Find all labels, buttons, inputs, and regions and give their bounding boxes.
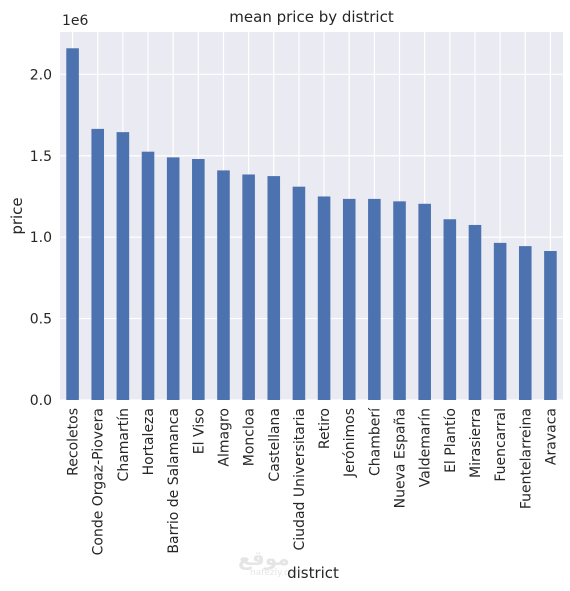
x-tick-label: Retiro bbox=[317, 408, 333, 449]
x-axis-label: district bbox=[287, 564, 339, 582]
x-tick-label: Aravaca bbox=[543, 408, 559, 465]
x-tick-label: Valdemarín bbox=[418, 408, 434, 487]
x-tick-labels: Recoletos Conde Orgaz-Piovera Chamartín Hor… bbox=[66, 407, 560, 555]
bar bbox=[267, 176, 281, 400]
chart-title: mean price by district bbox=[229, 8, 394, 26]
bar bbox=[468, 224, 482, 400]
bar bbox=[418, 203, 431, 400]
x-tick-label: Recoletos bbox=[66, 408, 82, 476]
x-tick-label: Conde Orgaz-Piovera bbox=[91, 408, 107, 555]
y-tick-label: 1.5 bbox=[30, 149, 52, 165]
x-tick-label: El Plantío bbox=[443, 408, 459, 473]
x-tick-label: Fuencarral bbox=[493, 408, 509, 482]
bar bbox=[443, 219, 457, 400]
watermark-text: موقع bbox=[238, 546, 290, 570]
bar bbox=[166, 157, 180, 400]
bar bbox=[317, 196, 331, 400]
plot-background bbox=[60, 32, 563, 400]
watermark-logo: موقع nafezly.com bbox=[238, 548, 303, 578]
bar bbox=[393, 201, 406, 400]
bar bbox=[518, 246, 532, 400]
bar bbox=[66, 48, 79, 401]
bar bbox=[493, 242, 507, 400]
bar bbox=[141, 151, 155, 400]
x-tick-label: Chamartín bbox=[116, 408, 132, 481]
x-tick-label: Chamberí bbox=[367, 407, 383, 476]
x-tick-label: Almagro bbox=[216, 408, 232, 467]
x-tick-label: Nueva España bbox=[393, 408, 409, 508]
bar bbox=[368, 198, 381, 400]
x-tick-label: Hortaleza bbox=[141, 408, 157, 475]
bar bbox=[292, 186, 306, 400]
bar bbox=[192, 159, 205, 400]
x-tick-label: Mirasierra bbox=[468, 408, 484, 478]
watermark-subtext: nafezly.com bbox=[250, 568, 304, 578]
x-tick-label: El Viso bbox=[191, 408, 207, 454]
bar bbox=[544, 251, 557, 400]
y-tick-label: 0.0 bbox=[30, 393, 52, 409]
x-tick-label: Ciudad Universitaria bbox=[292, 408, 308, 550]
bar bbox=[242, 174, 255, 400]
x-tick-label: Jerónimos bbox=[342, 408, 358, 478]
y-tick-labels: 0.0 0.5 1.0 1.5 2.0 bbox=[30, 67, 52, 409]
y-tick-label: 2.0 bbox=[30, 67, 52, 83]
y-tick-label: 0.5 bbox=[30, 312, 52, 328]
x-tick-label: Barrio de Salamanca bbox=[166, 408, 182, 554]
bar bbox=[342, 198, 356, 400]
bar bbox=[217, 170, 230, 400]
y-offset-label: 1e6 bbox=[62, 13, 89, 29]
x-tick-label: Moncloa bbox=[242, 408, 258, 466]
x-tick-label: Fuentelarreina bbox=[518, 408, 534, 509]
y-axis-label: price bbox=[8, 197, 26, 234]
bar bbox=[91, 128, 105, 400]
y-tick-label: 1.0 bbox=[30, 230, 52, 246]
bars bbox=[66, 48, 557, 401]
bar bbox=[116, 132, 130, 400]
x-tick-label: Castellana bbox=[267, 408, 283, 482]
